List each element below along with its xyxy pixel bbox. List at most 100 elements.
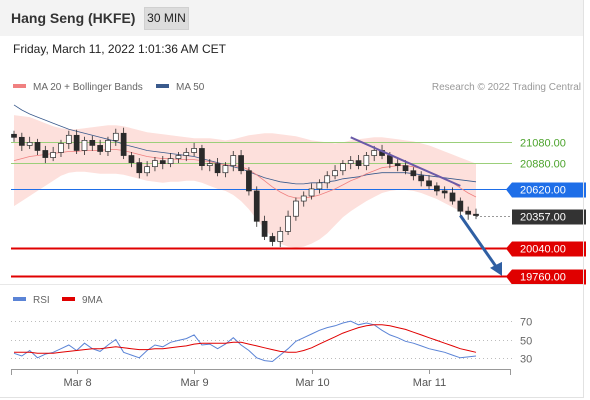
level-label: 19760.00 bbox=[520, 272, 566, 284]
time-axis: Mar 8 Mar 9 Mar 10 Mar 11 bbox=[11, 369, 511, 389]
candle-body bbox=[285, 215, 291, 232]
candle-body bbox=[136, 162, 143, 174]
candle-body bbox=[199, 148, 205, 166]
level-tag bbox=[512, 269, 586, 285]
level-label: 20040.00 bbox=[520, 244, 566, 256]
candle-body bbox=[58, 143, 64, 153]
candle-body bbox=[473, 213, 479, 216]
candle-body bbox=[426, 180, 432, 187]
level-tag bbox=[512, 241, 586, 257]
candle-body bbox=[50, 152, 57, 158]
candle-body bbox=[410, 170, 417, 177]
candle-body bbox=[261, 220, 268, 237]
candle-body bbox=[308, 188, 315, 197]
candle-body bbox=[26, 142, 33, 146]
candle-body bbox=[324, 175, 331, 184]
candle-body bbox=[418, 175, 425, 182]
legend-swatch bbox=[13, 84, 26, 88]
candle-body bbox=[183, 152, 190, 156]
legend-label: 9MA bbox=[82, 295, 103, 306]
trendline bbox=[350, 136, 461, 187]
candle-body bbox=[246, 170, 252, 192]
candle-body bbox=[222, 165, 229, 174]
candle-body bbox=[97, 145, 103, 152]
candle-body bbox=[152, 160, 158, 168]
candle-body bbox=[167, 158, 174, 164]
candle-body bbox=[73, 134, 80, 151]
ma50-line bbox=[13, 104, 477, 185]
rsi-line bbox=[13, 320, 477, 363]
candle-body bbox=[457, 200, 464, 212]
candle-body bbox=[144, 166, 150, 174]
x-tick-label: Mar 9 bbox=[180, 377, 208, 389]
candle-body bbox=[159, 160, 166, 164]
candle-body bbox=[387, 155, 393, 164]
x-tick-label: Mar 8 bbox=[63, 377, 91, 389]
credit-text: Research © 2022 Trading Central bbox=[432, 82, 581, 93]
x-tick-label: Mar 11 bbox=[413, 377, 446, 389]
candle-body bbox=[441, 190, 448, 194]
candle-body bbox=[316, 182, 323, 190]
candle-body bbox=[112, 132, 119, 141]
candle-body bbox=[394, 163, 401, 166]
candle-body bbox=[371, 150, 378, 156]
timestamp: Friday, March 11, 2022 1:01:36 AM CET bbox=[13, 42, 226, 56]
candle-body bbox=[214, 163, 221, 174]
candle-body bbox=[128, 155, 135, 163]
forecast-arrow bbox=[459, 214, 499, 269]
level-label: 20357.00 bbox=[520, 212, 566, 224]
candle-body bbox=[269, 236, 276, 242]
candle-body bbox=[340, 163, 346, 172]
candle-body bbox=[11, 133, 17, 138]
instrument-title: Hang Seng (HKFE) bbox=[11, 10, 136, 26]
level-tag bbox=[512, 209, 586, 225]
rsi-tick-label: 30 bbox=[520, 354, 532, 366]
candle-body bbox=[191, 148, 197, 153]
candle-body bbox=[120, 132, 127, 156]
chart-header: Hang Seng (HKFE) 30 MIN bbox=[0, 0, 584, 36]
candle-body bbox=[433, 185, 440, 192]
candle-body bbox=[206, 163, 213, 166]
rsi-panel: RSI 9MA 70 50 30 bbox=[11, 295, 532, 366]
candle-body bbox=[81, 140, 88, 151]
candle-body bbox=[238, 155, 244, 172]
rsi-tick-label: 70 bbox=[520, 317, 532, 329]
legend-label: MA 50 bbox=[176, 82, 205, 93]
candle-body bbox=[277, 231, 284, 242]
candle-body bbox=[105, 140, 111, 152]
candle-body bbox=[230, 155, 237, 166]
candle-body bbox=[89, 140, 96, 146]
rsi-ma9-line bbox=[14, 324, 477, 354]
candle-body bbox=[363, 155, 370, 166]
level-tag-pointer bbox=[506, 182, 512, 198]
legend-label: MA 20 + Bollinger Bands bbox=[33, 82, 143, 93]
price-panel: MA 20 + Bollinger Bands MA 50 Research © 2… bbox=[0, 82, 586, 285]
candle-body bbox=[347, 160, 354, 164]
candle-body bbox=[293, 200, 299, 217]
level-label: 20880.00 bbox=[520, 159, 566, 171]
candle-body bbox=[300, 195, 307, 202]
level-label: 20620.00 bbox=[520, 185, 566, 197]
legend-label: RSI bbox=[33, 295, 50, 306]
candle-body bbox=[18, 136, 25, 146]
level-tag-pointer bbox=[506, 241, 512, 257]
candle-body bbox=[355, 160, 362, 166]
legend-swatch bbox=[62, 297, 75, 301]
bollinger-band bbox=[14, 115, 476, 248]
candle-body bbox=[449, 192, 456, 202]
timeframe-button[interactable]: 30 MIN bbox=[144, 7, 189, 30]
level-tag bbox=[512, 182, 586, 198]
candle-body bbox=[465, 210, 472, 215]
legend-swatch bbox=[156, 84, 169, 88]
forecast-arrow-head bbox=[490, 261, 502, 276]
legend-swatch bbox=[13, 297, 26, 301]
x-tick-label: Mar 10 bbox=[295, 377, 329, 389]
candle-body bbox=[65, 134, 72, 144]
candle-body bbox=[42, 150, 49, 158]
candle-body bbox=[402, 165, 409, 172]
level-label: 21080.00 bbox=[520, 138, 566, 150]
candle-body bbox=[332, 170, 338, 177]
rsi-tick-label: 50 bbox=[520, 336, 532, 348]
candle-body bbox=[175, 155, 182, 159]
